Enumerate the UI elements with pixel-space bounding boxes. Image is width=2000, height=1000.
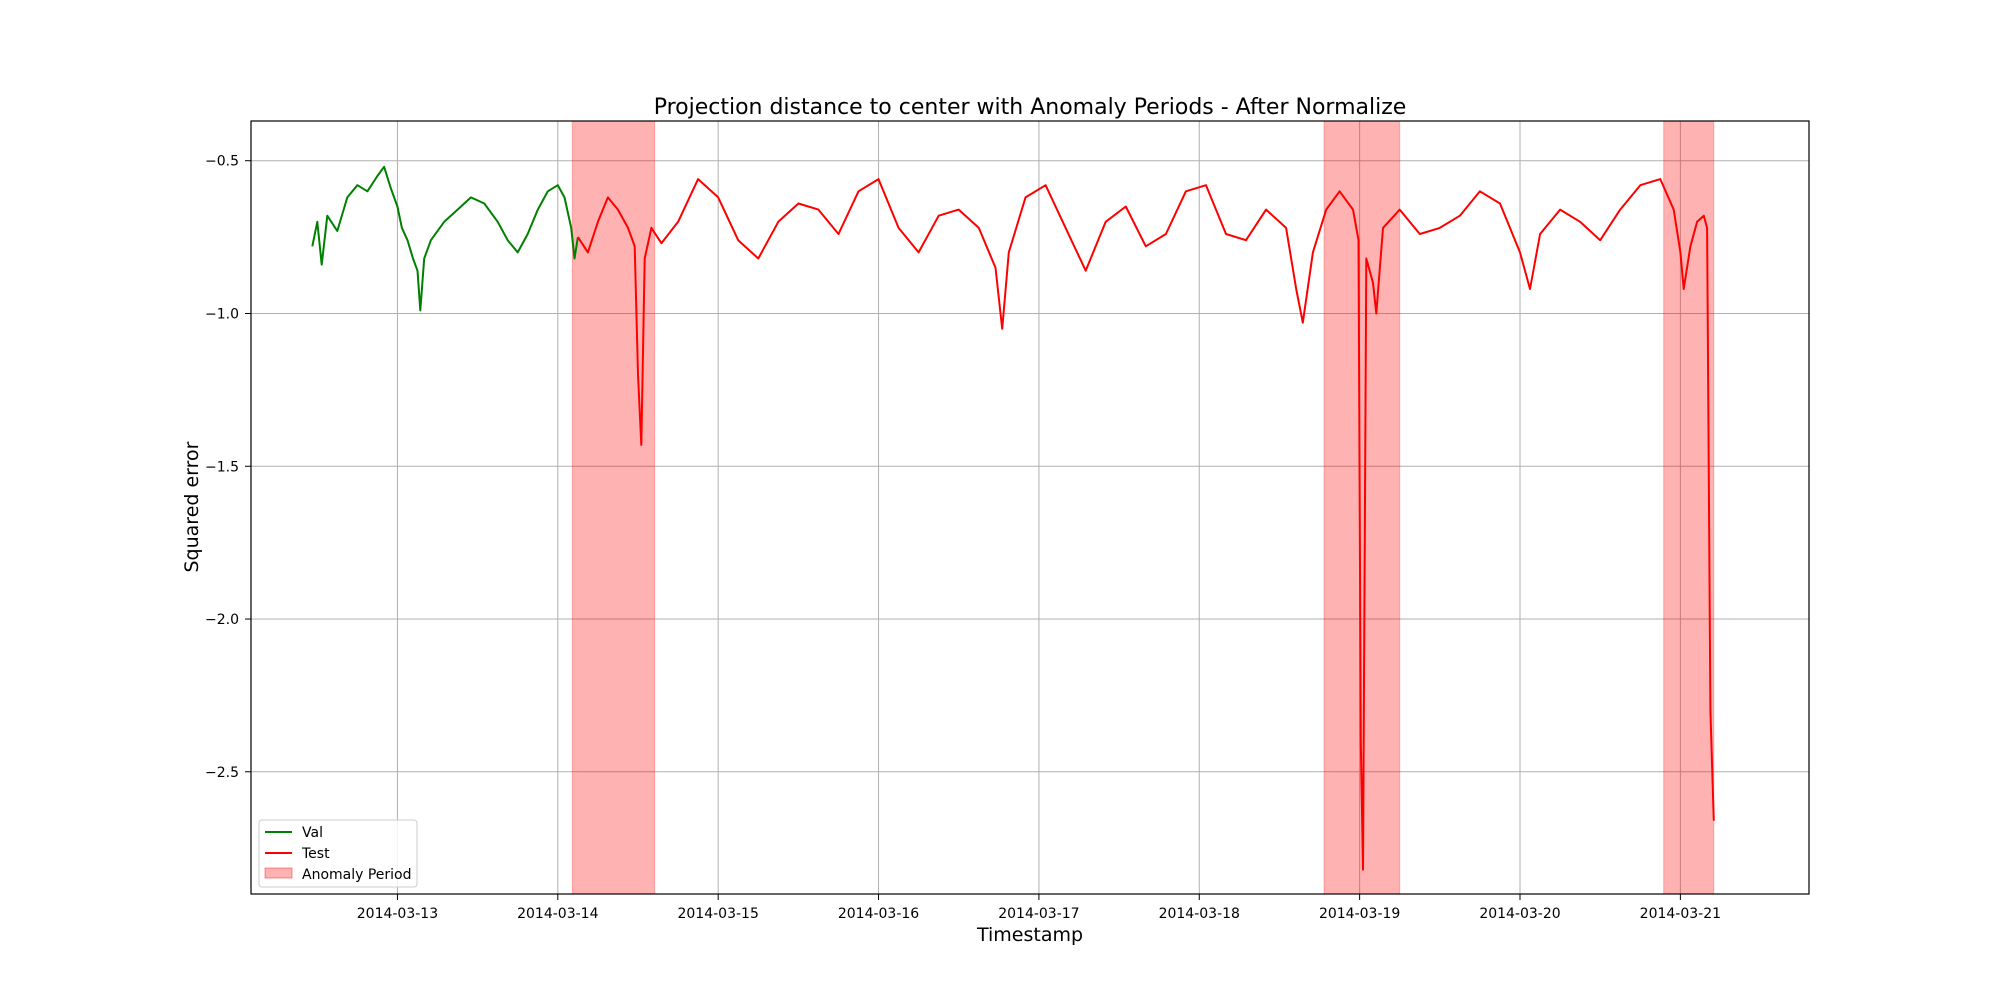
x-tick-label: 2014-03-13 bbox=[357, 906, 438, 922]
legend-val-label: Val bbox=[302, 825, 323, 841]
chart-title: Projection distance to center with Anoma… bbox=[654, 95, 1407, 120]
x-tick-label: 2014-03-18 bbox=[1159, 906, 1240, 922]
x-tick-label: 2014-03-20 bbox=[1479, 906, 1560, 922]
x-tick-label: 2014-03-16 bbox=[838, 906, 919, 922]
y-axis: −0.5 −1.0 −1.5 −2.0 −2.5 bbox=[205, 154, 251, 781]
legend-test-label: Test bbox=[301, 846, 330, 862]
y-tick-label: −2.0 bbox=[205, 612, 239, 628]
anomaly-period-band bbox=[1663, 120, 1715, 895]
grid bbox=[251, 121, 1809, 894]
series-lines bbox=[311, 165, 1715, 871]
anomaly-period-band bbox=[571, 120, 656, 895]
y-tick-label: −1.5 bbox=[205, 459, 239, 475]
x-tick-label: 2014-03-17 bbox=[998, 906, 1079, 922]
y-tick-label: −0.5 bbox=[205, 154, 239, 170]
plot-frame bbox=[250, 120, 1810, 895]
series-line-test bbox=[577, 178, 1715, 871]
y-tick-label: −2.5 bbox=[205, 765, 239, 781]
y-axis-label: Squared error bbox=[181, 441, 203, 572]
anomaly-bands bbox=[571, 120, 1715, 895]
legend-box bbox=[258, 819, 418, 888]
x-tick-label: 2014-03-21 bbox=[1640, 906, 1721, 922]
x-tick-label: 2014-03-19 bbox=[1319, 906, 1400, 922]
x-tick-label: 2014-03-15 bbox=[677, 906, 758, 922]
x-tick-label: 2014-03-14 bbox=[517, 906, 598, 922]
x-axis: 2014-03-13 2014-03-14 2014-03-15 2014-03-16… bbox=[357, 894, 1721, 922]
legend-anomaly-swatch bbox=[264, 867, 293, 879]
x-axis-label: Timestamp bbox=[976, 924, 1083, 946]
y-tick-label: −1.0 bbox=[205, 306, 239, 322]
series-line-val bbox=[311, 165, 579, 312]
legend: Val Test Anomaly Period bbox=[258, 819, 418, 888]
legend-anomaly-label: Anomaly Period bbox=[302, 867, 412, 883]
